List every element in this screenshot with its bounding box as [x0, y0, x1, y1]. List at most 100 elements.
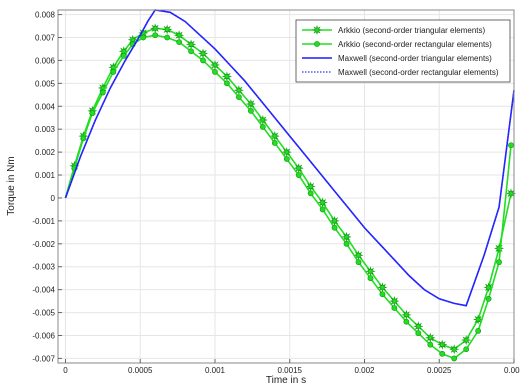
data-point: [245, 98, 256, 110]
data-point: [341, 231, 352, 242]
y-tick-label: -0.002: [32, 240, 55, 249]
data-point: [99, 89, 106, 96]
data-point: [437, 339, 448, 350]
legend-label: Arkkio (second-order triangular elements…: [338, 26, 486, 35]
data-point: [221, 71, 233, 82]
y-axis-label: Torque in Nm: [6, 156, 17, 215]
data-point: [389, 296, 400, 307]
data-point: [427, 341, 434, 348]
y-tick-label: -0.006: [32, 331, 55, 340]
data-point: [365, 266, 376, 277]
data-point: [283, 156, 290, 162]
legend-label: Maxwell (second-order triangular element…: [338, 54, 492, 63]
data-point: [188, 48, 194, 55]
y-tick-label: 0.005: [35, 79, 56, 88]
data-point: [505, 188, 517, 199]
data-point: [140, 34, 147, 41]
x-tick-label: 0.0025: [427, 366, 452, 375]
data-point: [485, 295, 492, 302]
data-point: [367, 275, 374, 282]
x-axis-label: Time in s: [266, 375, 306, 385]
series-line: [64, 27, 512, 351]
data-point: [162, 24, 173, 35]
data-point: [174, 30, 185, 41]
data-point: [439, 350, 446, 357]
y-tick-label: 0.006: [35, 56, 56, 65]
data-point: [475, 328, 482, 334]
data-point: [451, 355, 458, 362]
data-point: [281, 147, 292, 158]
data-point: [209, 59, 221, 71]
data-point: [415, 330, 422, 337]
y-tick-label: -0.004: [32, 286, 55, 295]
series-line: [64, 9, 515, 307]
series-1: [64, 23, 517, 355]
y-tick-label: 0.004: [35, 102, 56, 111]
legend-marker: [311, 24, 323, 36]
data-point: [110, 68, 117, 75]
legend-label: Arkkio (second-order rectangular element…: [338, 40, 492, 49]
x-tick-label: 0.001: [205, 366, 226, 375]
x-tick-label: 0: [63, 366, 68, 375]
data-point: [496, 259, 502, 266]
x-tick-label: 0.003: [504, 366, 520, 375]
y-tick-label: -0.005: [32, 309, 55, 318]
data-point: [200, 57, 206, 64]
data-point: [212, 68, 218, 75]
data-point: [425, 332, 436, 343]
data-point: [355, 259, 362, 266]
data-point: [403, 318, 410, 325]
y-tick-label: 0.003: [35, 125, 56, 134]
data-point: [449, 344, 460, 355]
data-point: [164, 34, 171, 41]
data-point: [317, 197, 328, 208]
data-point: [319, 206, 326, 213]
data-point: [493, 243, 505, 254]
data-point: [271, 140, 278, 146]
legend-label: Maxwell (second-order rectangular elemen…: [338, 68, 499, 77]
x-tick-label: 0.0015: [278, 366, 303, 375]
data-point: [463, 346, 470, 353]
plot-area-frame: [57, 9, 515, 364]
y-axis-ticks: 0.008 0.007 0.006 0.005 0.004 0.003 0.002 0.001…: [32, 11, 62, 363]
legend-item: Arkkio (second-order triangular elements…: [302, 24, 486, 36]
data-point: [247, 107, 254, 114]
data-point: [80, 135, 87, 142]
data-point: [120, 52, 127, 59]
data-point: [224, 80, 230, 87]
data-point: [197, 48, 209, 59]
series-layer: [64, 9, 517, 362]
data-point: [236, 94, 242, 101]
data-point: [391, 305, 398, 311]
data-point: [377, 282, 388, 293]
data-point: [150, 23, 161, 34]
data-point: [233, 85, 244, 96]
series-4: [64, 9, 515, 307]
data-point: [307, 190, 314, 197]
series-line: [64, 34, 512, 360]
data-point: [89, 110, 96, 117]
y-tick-label: 0.002: [35, 148, 56, 157]
x-tick-label: 0.0005: [128, 366, 153, 375]
data-point: [379, 291, 386, 298]
data-point: [508, 142, 514, 149]
data-point: [461, 335, 472, 346]
series-2: [64, 32, 514, 362]
legend: Arkkio (second-order triangular elements…: [295, 19, 511, 83]
legend-item: Maxwell (second-order triangular element…: [302, 54, 492, 63]
data-point: [343, 240, 350, 247]
y-tick-label: 0.008: [35, 11, 56, 20]
x-tick-label: 0.002: [354, 366, 375, 375]
data-point: [152, 32, 159, 39]
data-point: [176, 39, 183, 45]
data-point: [295, 172, 302, 178]
data-point: [401, 309, 412, 320]
data-point: [331, 224, 338, 231]
data-point: [269, 131, 280, 142]
legend-item: Maxwell (second-order rectangular elemen…: [302, 68, 499, 77]
data-point: [473, 314, 484, 325]
x-axis-ticks: 0 0.0005 0.001 0.0015 0.002 0.0025 0.003: [63, 359, 520, 375]
data-point: [257, 114, 268, 126]
y-tick-label: -0.007: [32, 354, 55, 363]
